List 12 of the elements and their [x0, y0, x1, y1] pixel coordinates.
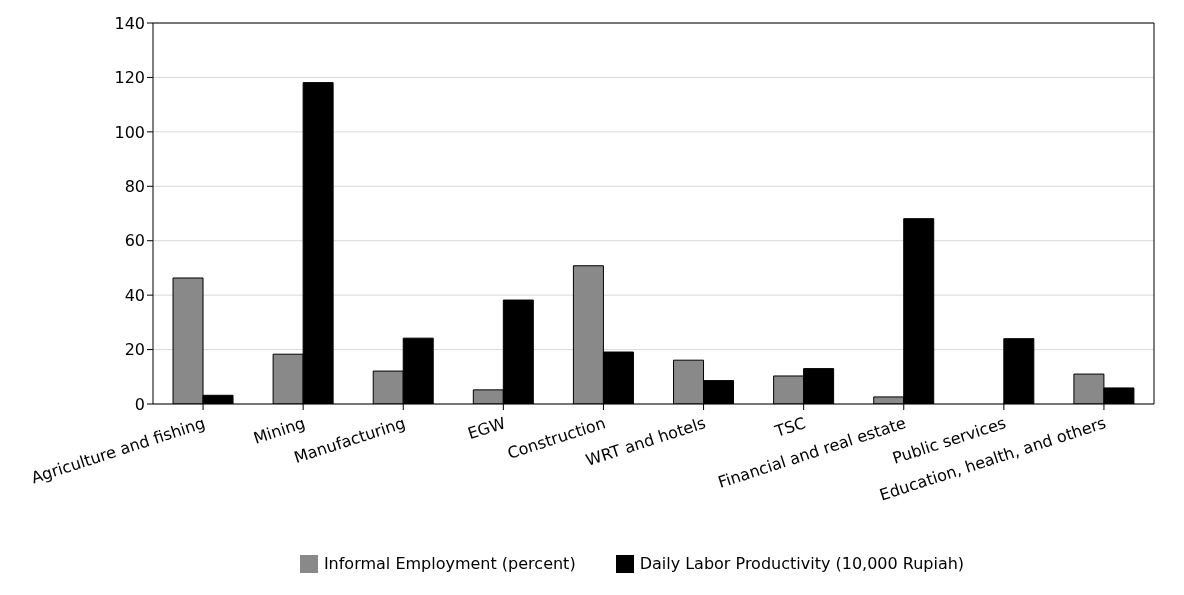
- y-tick-label: 80: [124, 176, 145, 196]
- y-tick-label: 20: [124, 340, 145, 360]
- y-tick-label: 0: [134, 394, 145, 414]
- y-tick-label: 120: [114, 68, 145, 88]
- y-tick-label: 100: [114, 122, 145, 142]
- x-tick-label: EGW: [465, 413, 508, 444]
- legend-label: Informal Employment (percent): [323, 554, 576, 573]
- y-tick-label: 140: [114, 13, 145, 33]
- legend-label: Daily Labor Productivity (10,000 Rupiah): [639, 554, 965, 573]
- y-tick-label: 40: [124, 285, 145, 305]
- y-tick-label: 60: [124, 231, 145, 251]
- x-tick-label: TSC: [771, 413, 808, 442]
